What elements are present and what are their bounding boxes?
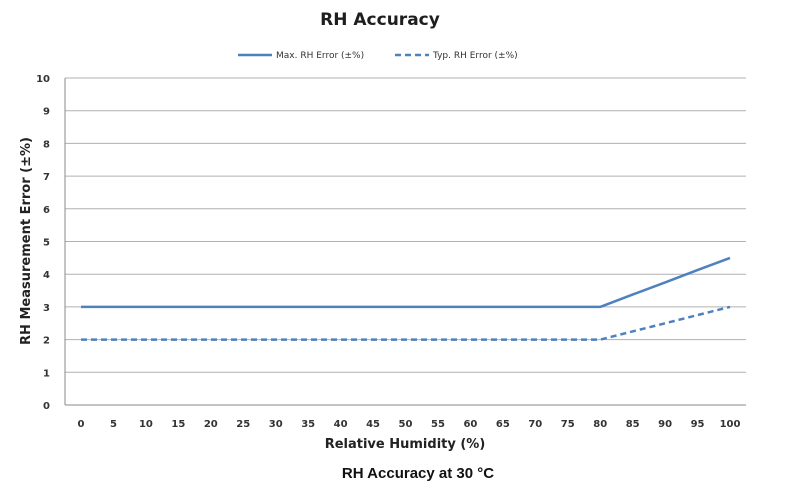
x-tick-label: 90 — [658, 419, 672, 430]
x-tick-label: 50 — [399, 419, 413, 430]
x-tick-label: 15 — [171, 419, 185, 430]
legend-label-typ: Typ. RH Error (±%) — [432, 51, 518, 61]
y-tick-label: 4 — [43, 270, 50, 281]
x-tick-label: 0 — [78, 419, 85, 430]
x-tick-label: 85 — [626, 419, 640, 430]
y-tick-label: 6 — [43, 205, 50, 216]
x-tick-label: 40 — [334, 419, 348, 430]
x-tick-label: 75 — [561, 419, 575, 430]
y-tick-labels: 0 1 2 3 4 5 6 7 8 9 10 — [36, 74, 50, 412]
y-tick-label: 0 — [43, 401, 50, 412]
x-tick-label: 100 — [720, 419, 741, 430]
y-tick-label: 5 — [43, 238, 50, 249]
legend-label-max: Max. RH Error (±%) — [276, 51, 364, 61]
legend: Max. RH Error (±%) Typ. RH Error (±%) — [238, 51, 518, 61]
x-tick-label: 70 — [528, 419, 542, 430]
x-tick-label: 95 — [691, 419, 705, 430]
series-line-max-rh-error — [81, 256, 731, 309]
figure-caption: RH Accuracy at 30 °C — [342, 465, 494, 482]
y-tick-label: 10 — [36, 74, 50, 85]
x-tick-label: 20 — [204, 419, 218, 430]
x-tick-label: 65 — [496, 419, 510, 430]
series-lines — [81, 256, 731, 341]
x-tick-label: 10 — [139, 419, 153, 430]
gridlines — [64, 77, 746, 406]
y-axis-label: RH Measurement Error (±%) — [19, 137, 34, 345]
x-tick-label: 45 — [366, 419, 380, 430]
x-axis-label: Relative Humidity (%) — [325, 437, 486, 452]
x-tick-label: 35 — [301, 419, 315, 430]
y-tick-label: 9 — [43, 107, 50, 118]
x-tick-label: 55 — [431, 419, 445, 430]
y-tick-label: 2 — [43, 336, 50, 347]
x-tick-label: 30 — [269, 419, 283, 430]
y-tick-label: 3 — [43, 303, 50, 314]
x-tick-label: 60 — [463, 419, 477, 430]
x-tick-labels: 0 5 10 15 20 25 30 35 40 45 50 55 60 65 70 75 80 85 90 95 10… — [78, 419, 741, 430]
y-tick-label: 8 — [43, 139, 50, 150]
x-tick-label: 25 — [236, 419, 250, 430]
x-tick-label: 80 — [593, 419, 607, 430]
chart-title: RH Accuracy — [320, 10, 440, 30]
y-tick-label: 1 — [43, 368, 50, 379]
x-tick-label: 5 — [110, 419, 117, 430]
series-line-typ-rh-error — [81, 305, 731, 341]
y-tick-label: 7 — [43, 172, 50, 183]
